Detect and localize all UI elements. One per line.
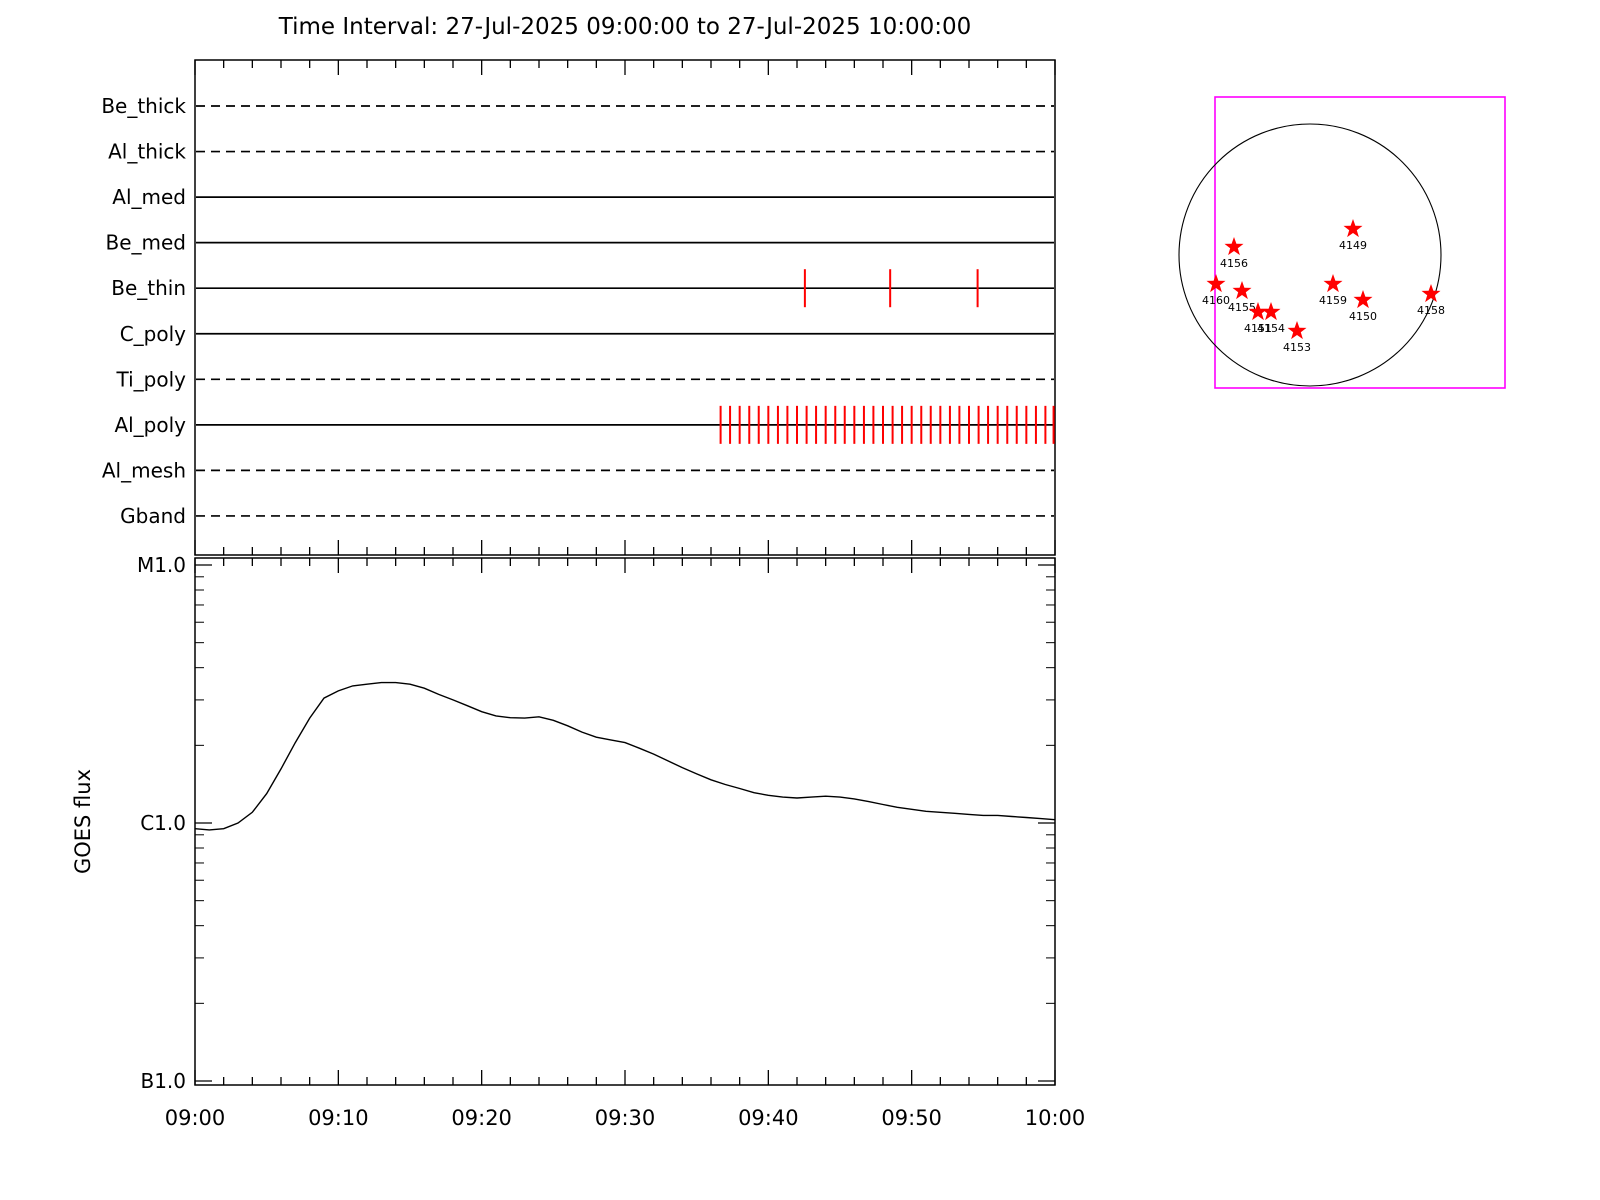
filter-row-label: C_poly: [120, 322, 186, 346]
active-region-star-icon: [1421, 284, 1441, 303]
active-region-star-icon: [1224, 237, 1244, 256]
active-region-label: 4159: [1319, 294, 1347, 307]
active-region-star-icon: [1343, 219, 1363, 238]
active-region-label: 4154: [1257, 322, 1285, 335]
active-region-label: 4149: [1339, 239, 1367, 252]
y-axis-tick-label: C1.0: [140, 811, 186, 835]
active-region-star-icon: [1248, 302, 1268, 321]
filter-row-label: Be_med: [105, 231, 186, 255]
active-region-label: 4155: [1228, 301, 1256, 314]
x-axis-tick-label: 09:00: [165, 1106, 226, 1130]
filter-row-label: Al_poly: [114, 413, 186, 437]
solar-limb-circle: [1178, 123, 1442, 387]
active-region-label: 4156: [1220, 257, 1248, 270]
y-axis-tick-label: B1.0: [140, 1069, 186, 1093]
x-axis-tick-label: 10:00: [1025, 1106, 1086, 1130]
active-region-star-icon: [1353, 290, 1373, 309]
filter-row-label: Al_mesh: [102, 458, 186, 482]
timeline-panel-frame: [194, 59, 1056, 556]
x-axis-tick-label: 09:40: [738, 1106, 799, 1130]
filter-row-label: Al_thick: [108, 140, 186, 164]
goes-panel-frame: [194, 557, 1056, 1086]
active-region-star-icon: [1261, 302, 1281, 321]
active-region-label: 4151: [1244, 322, 1272, 335]
active-region-label: 4158: [1417, 304, 1445, 317]
filter-row-label: Ti_poly: [116, 367, 187, 391]
active-region-star-icon: [1323, 274, 1343, 293]
active-region-star-icon: [1287, 321, 1307, 340]
active-region-star-icon: [1232, 281, 1252, 300]
active-region-label: 4160: [1202, 294, 1230, 307]
filter-row-label: Be_thick: [101, 94, 186, 118]
y-axis-tick-label: M1.0: [137, 553, 186, 577]
x-axis-tick-label: 09:50: [881, 1106, 942, 1130]
x-axis-tick-label: 09:20: [451, 1106, 512, 1130]
fov-frame: [1214, 96, 1506, 389]
active-region-label: 4153: [1283, 341, 1311, 354]
y-axis-title: GOES flux: [71, 769, 95, 874]
x-axis-tick-label: 09:30: [595, 1106, 656, 1130]
filter-row-label: Be_thin: [111, 276, 186, 300]
active-region-star-icon: [1206, 274, 1226, 293]
x-axis-tick-label: 09:10: [308, 1106, 369, 1130]
filter-row-label: Al_med: [112, 185, 186, 209]
active-region-label: 4150: [1349, 310, 1377, 323]
filter-row-label: Gband: [120, 504, 186, 528]
plot-title: Time Interval: 27-Jul-2025 09:00:00 to 2…: [278, 14, 972, 40]
goes-flux-curve: [194, 681, 1056, 831]
